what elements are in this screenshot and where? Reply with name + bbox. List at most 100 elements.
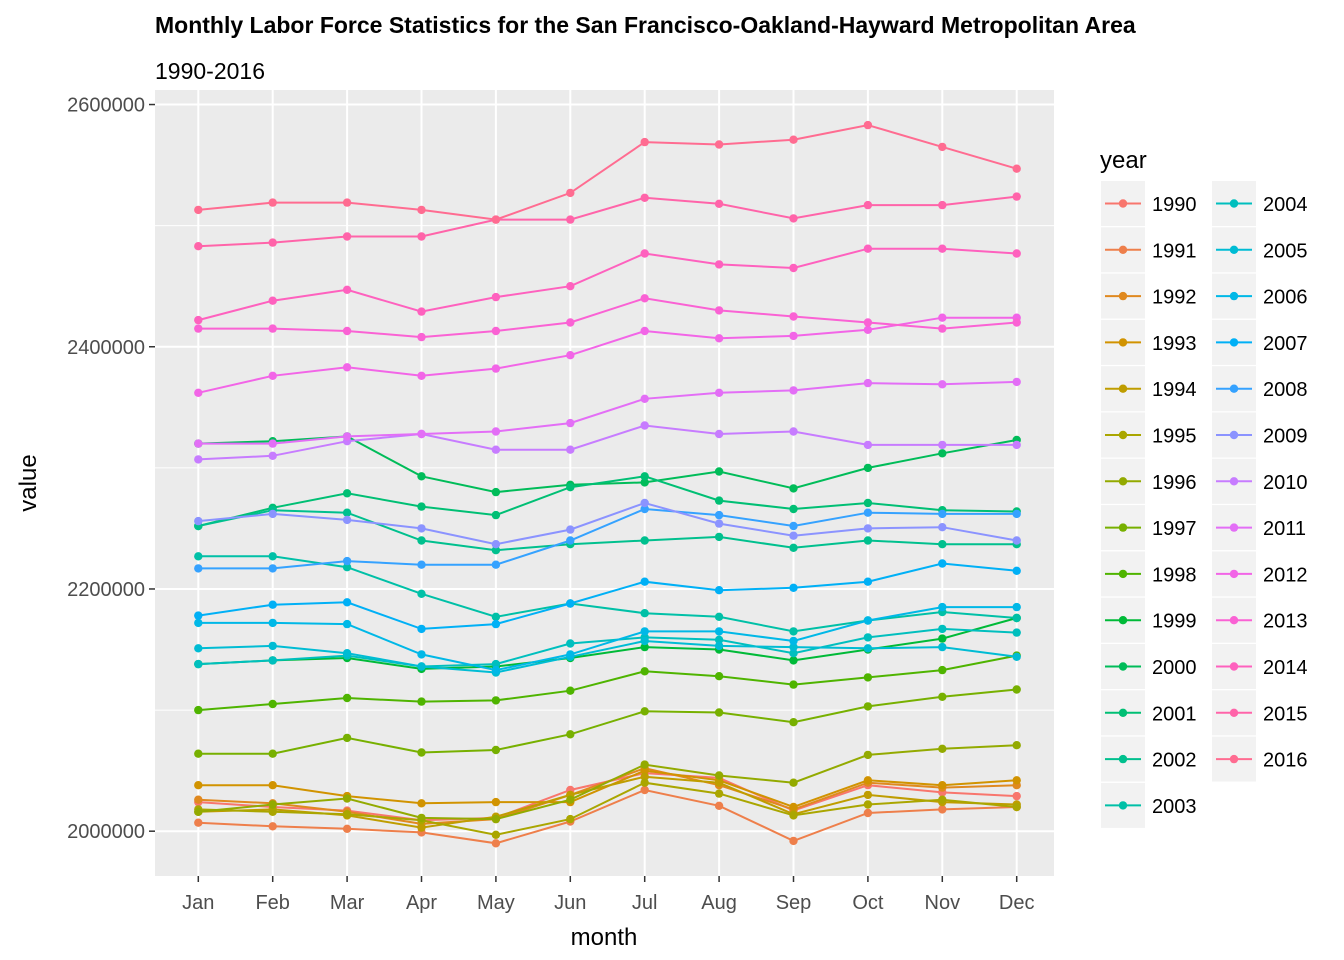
data-point [863,318,873,327]
data-point [342,810,352,819]
series-2004 [194,624,1021,671]
data-point [194,618,203,628]
series-2009 [194,498,1021,549]
legend-key-point [1118,754,1128,764]
data-point [789,135,798,144]
data-point [342,693,352,703]
data-point [714,778,724,787]
data-point [268,699,277,709]
data-point [491,814,501,824]
data-point [938,665,947,675]
legend-key-point [1118,245,1128,254]
data-point [194,644,203,653]
data-point [566,282,575,291]
legend-item-1996: 1996 [1101,458,1197,504]
data-point [342,619,352,629]
data-point [268,564,277,573]
series-lines [194,120,1021,848]
data-point [1012,652,1021,661]
series-line [198,688,1017,755]
data-point [268,552,277,561]
data-point [714,532,724,542]
data-point [417,472,426,481]
legend-label: 1999 [1152,611,1197,633]
data-point [714,429,724,439]
data-point [1012,802,1021,812]
data-point [863,808,873,818]
data-point [417,429,426,439]
data-point [194,205,203,215]
data-point [714,510,724,520]
legend-key-point [1229,708,1239,717]
data-point [863,536,873,545]
data-point [1012,613,1021,623]
y-tick-label: 2600000 [67,95,145,117]
data-point [566,686,575,695]
data-point [863,244,873,253]
data-point [417,232,426,241]
legend-label: 2015 [1263,703,1308,725]
data-point [714,789,724,798]
data-point [714,708,724,717]
data-point [938,624,947,634]
data-point [566,814,575,824]
y-tick-label: 2400000 [67,337,145,359]
data-point [789,811,798,820]
data-point [194,659,203,669]
legend-label: 1996 [1152,472,1197,494]
data-point [342,285,352,294]
data-point [789,531,798,540]
series-2013 [194,294,1021,342]
data-point [714,641,724,651]
data-point [491,510,501,520]
data-point [268,600,277,609]
legend-key-point [1118,291,1128,301]
data-point [566,599,575,608]
data-point [789,484,798,493]
data-point [342,515,352,525]
data-point [566,215,575,224]
data-point [1012,192,1021,201]
legend-item-2003: 2003 [1101,782,1197,828]
data-point [938,634,947,643]
data-point [789,427,798,436]
data-point [268,822,277,831]
data-point [342,508,352,517]
data-point [417,371,426,380]
legend-label: 2007 [1263,333,1308,355]
legend-label: 2004 [1263,194,1308,216]
data-point [863,633,873,642]
legend-item-1997: 1997 [1101,505,1197,551]
data-point [714,801,724,810]
legend-label: 2000 [1152,657,1197,679]
legend-label: 2001 [1152,703,1197,725]
data-point [417,589,426,598]
data-point [789,627,798,636]
data-point [566,730,575,739]
legend-key-point [1118,662,1128,671]
data-point [789,543,798,552]
legend-label: 2010 [1263,472,1308,494]
data-point [640,772,649,781]
series-1996 [194,741,1021,824]
data-point [268,509,277,519]
data-point [1012,440,1021,450]
data-point [1012,164,1021,173]
legend-item-2009: 2009 [1212,412,1308,458]
data-point [417,307,426,316]
legend-key-point [1118,338,1128,347]
x-tick-label: Jul [632,892,658,914]
data-point [938,795,947,804]
data-point [342,794,352,803]
legend-key-point [1229,477,1239,486]
x-tick-label: Feb [255,892,289,914]
series-2008 [194,504,1021,573]
data-point [789,636,798,646]
x-tick-label: Jan [182,892,214,914]
series-line [198,424,1017,461]
legend-item-1993: 1993 [1101,319,1197,365]
data-point [342,198,352,207]
data-point [640,294,649,303]
series-line [198,247,1017,322]
data-point [268,618,277,628]
